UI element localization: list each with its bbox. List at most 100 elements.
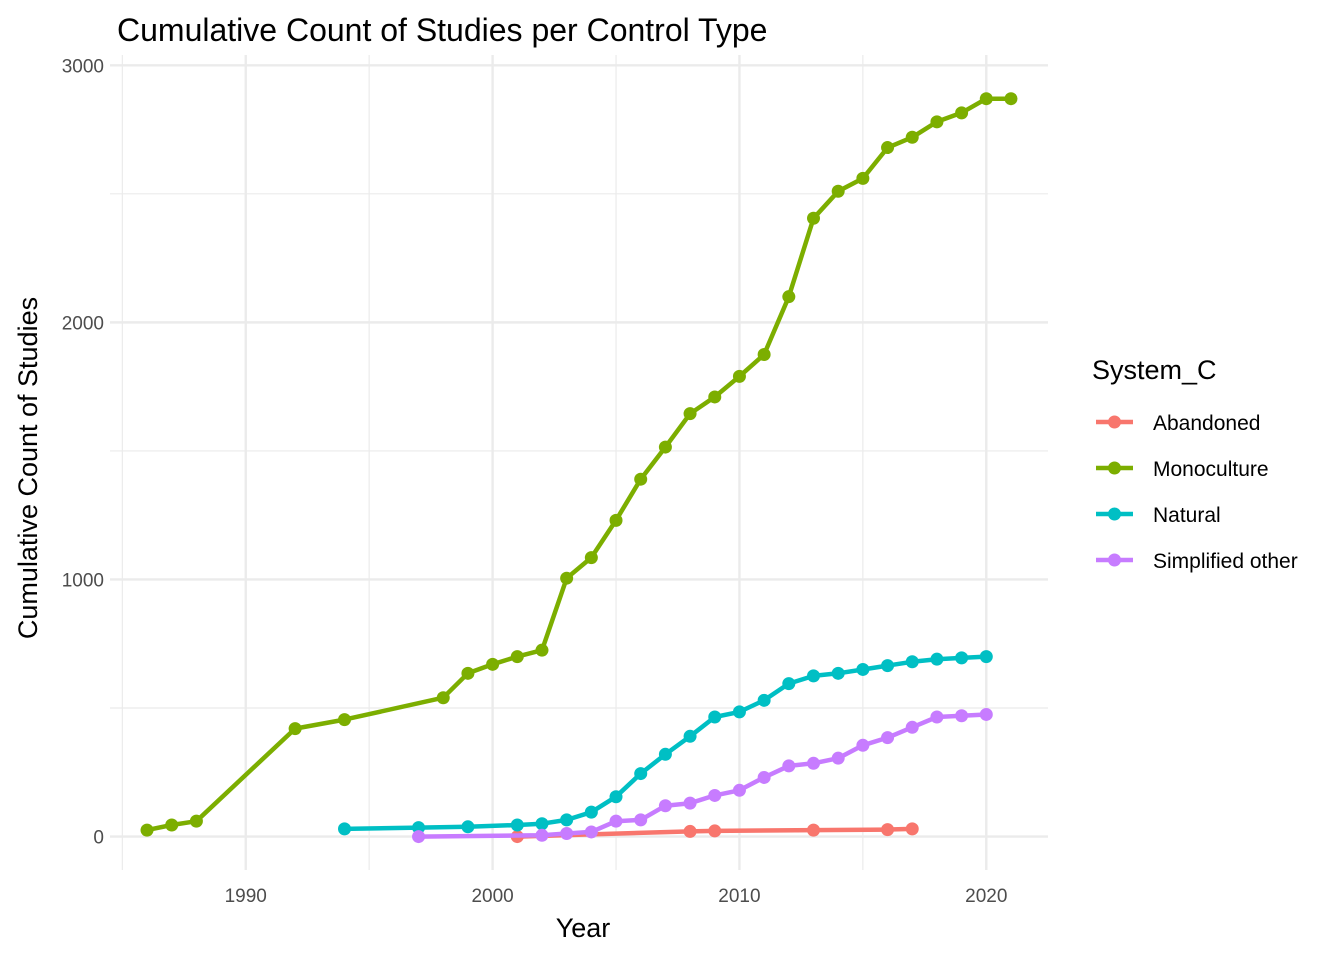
data-point [831, 184, 845, 198]
data-point [708, 824, 722, 838]
data-point [189, 814, 203, 828]
series-monoculture [140, 92, 1018, 837]
data-point [732, 783, 746, 797]
data-point [708, 390, 722, 404]
data-point [658, 747, 672, 761]
data-point [338, 713, 351, 727]
data-point [634, 472, 648, 486]
y-axis-title: Cumulative Count of Studies [13, 297, 43, 639]
series-line [418, 712, 987, 839]
legend-key-point [1108, 553, 1121, 567]
data-point [881, 659, 895, 673]
data-point [905, 130, 919, 144]
data-point [782, 677, 796, 691]
x-axis-title: Year [556, 913, 611, 943]
data-point [165, 818, 179, 832]
data-point [856, 662, 870, 676]
data-point [732, 705, 746, 719]
y-tick-label: 0 [93, 828, 104, 849]
y-tick-label: 2000 [62, 313, 104, 334]
data-point [683, 824, 697, 838]
data-point [831, 751, 845, 765]
data-point [658, 440, 672, 454]
legend-title: System_C [1092, 355, 1217, 385]
data-point [732, 369, 746, 383]
data-point [486, 657, 500, 671]
data-point [979, 92, 993, 106]
data-point [683, 729, 697, 743]
legend-label: Simplified other [1153, 550, 1298, 573]
legend-key-point [1108, 415, 1121, 429]
plot-area [140, 92, 1018, 844]
data-point [807, 823, 820, 837]
legend-key-point [1108, 507, 1121, 521]
legend: System_C Abandoned Monoculture Natural Simp… [1092, 355, 1298, 573]
series-simplified-other [412, 707, 993, 844]
data-point [831, 666, 845, 680]
data-point [535, 817, 549, 831]
data-point [708, 710, 722, 724]
x-tick-label: 1990 [225, 886, 267, 907]
data-point [807, 756, 820, 770]
data-point [955, 651, 969, 665]
legend-item: Simplified other [1096, 550, 1298, 573]
grid [110, 55, 1048, 870]
data-point [584, 805, 598, 819]
data-point [757, 693, 771, 707]
data-point [461, 820, 475, 834]
data-point [683, 796, 697, 810]
data-point [881, 823, 895, 837]
data-point [288, 722, 302, 736]
legend-item: Natural [1096, 504, 1221, 527]
series-abandoned [510, 822, 919, 844]
data-point [708, 788, 722, 802]
legend-label: Abandoned [1153, 412, 1260, 435]
data-point [1004, 92, 1018, 106]
data-point [560, 813, 574, 827]
data-point [930, 115, 944, 129]
data-point [930, 652, 944, 666]
series-line [146, 96, 1011, 833]
data-point [535, 643, 549, 657]
data-point [930, 710, 944, 724]
data-point [510, 818, 524, 832]
legend-label: Natural [1153, 504, 1221, 527]
data-point [955, 106, 969, 120]
data-point [979, 650, 993, 664]
data-point [560, 826, 574, 840]
x-tick-label: 2000 [471, 886, 513, 907]
data-point [634, 767, 648, 781]
data-point [881, 141, 895, 155]
y-tick-label: 3000 [62, 56, 104, 77]
data-point [856, 738, 870, 752]
data-point [807, 211, 820, 225]
data-point [979, 707, 993, 721]
chart-title: Cumulative Count of Studies per Control … [117, 12, 767, 48]
legend-item: Monoculture [1096, 458, 1269, 481]
data-point [140, 823, 154, 837]
data-point [609, 790, 623, 804]
data-point [461, 666, 475, 680]
data-point [881, 731, 895, 745]
x-tick-label: 2010 [718, 886, 760, 907]
data-point [634, 813, 648, 827]
data-point [584, 825, 598, 839]
data-point [757, 348, 771, 362]
data-point [955, 709, 969, 723]
data-point [782, 759, 796, 773]
data-point [560, 571, 574, 585]
legend-item: Abandoned [1096, 412, 1260, 435]
data-point [584, 551, 598, 565]
legend-key-point [1108, 461, 1121, 475]
data-point [609, 814, 623, 828]
data-point [412, 821, 426, 835]
data-point [609, 513, 623, 527]
data-point [757, 770, 771, 784]
series-natural [338, 650, 993, 836]
x-tick-label: 2020 [965, 886, 1007, 907]
data-point [658, 799, 672, 813]
data-point [905, 655, 919, 669]
data-point [338, 822, 351, 836]
data-point [807, 669, 820, 683]
data-point [535, 828, 549, 842]
